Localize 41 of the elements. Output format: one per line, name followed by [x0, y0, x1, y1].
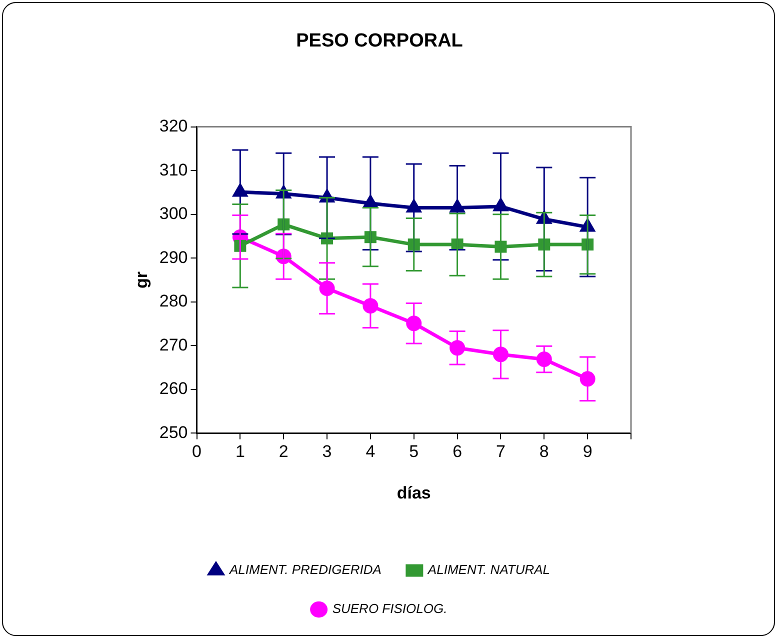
x-tick-label: 4 [366, 442, 376, 462]
point [450, 200, 464, 213]
y-axis-title: gr [132, 271, 151, 288]
x-tick-label: 5 [409, 442, 419, 462]
x-axis-title: días [396, 483, 431, 502]
point [580, 371, 596, 387]
point [494, 240, 507, 253]
point [278, 218, 290, 230]
legend-label: ALIMENT. NATURAL [426, 562, 550, 578]
point [406, 200, 421, 213]
chart-title: PESO CORPORAL [296, 30, 464, 52]
point [364, 231, 376, 244]
point [494, 198, 508, 212]
point [538, 238, 550, 251]
point [450, 340, 466, 356]
point [362, 298, 378, 314]
x-tick-label: 0 [192, 442, 202, 462]
x-tick-label: 9 [582, 442, 592, 462]
y-tick-label: 270 [159, 335, 188, 354]
point [408, 238, 420, 251]
y-tick-label: 310 [159, 160, 188, 180]
point [536, 351, 552, 367]
point [233, 184, 248, 197]
point [319, 280, 335, 296]
y-tick-label: 320 [159, 116, 188, 136]
x-tick-label: 8 [539, 442, 549, 462]
y-tick-label: 280 [159, 292, 188, 311]
x-tick-label: 3 [322, 442, 332, 462]
y-tick-label: 300 [159, 204, 188, 224]
x-tick-label: 6 [452, 442, 462, 462]
x-tick-label: 1 [235, 442, 245, 462]
y-tick-label: 250 [159, 422, 188, 442]
legend-label: ALIMENT. PREDIGERIDA [228, 562, 382, 578]
x-tick-label: 7 [496, 442, 506, 462]
point [582, 238, 594, 251]
x-tick-label: 2 [278, 442, 288, 462]
y-tick-label: 290 [159, 248, 188, 267]
y-tick-label: 260 [159, 379, 188, 398]
point [406, 316, 422, 332]
legend-label: SUERO FISIOLOG. [332, 601, 448, 616]
point [492, 346, 508, 362]
